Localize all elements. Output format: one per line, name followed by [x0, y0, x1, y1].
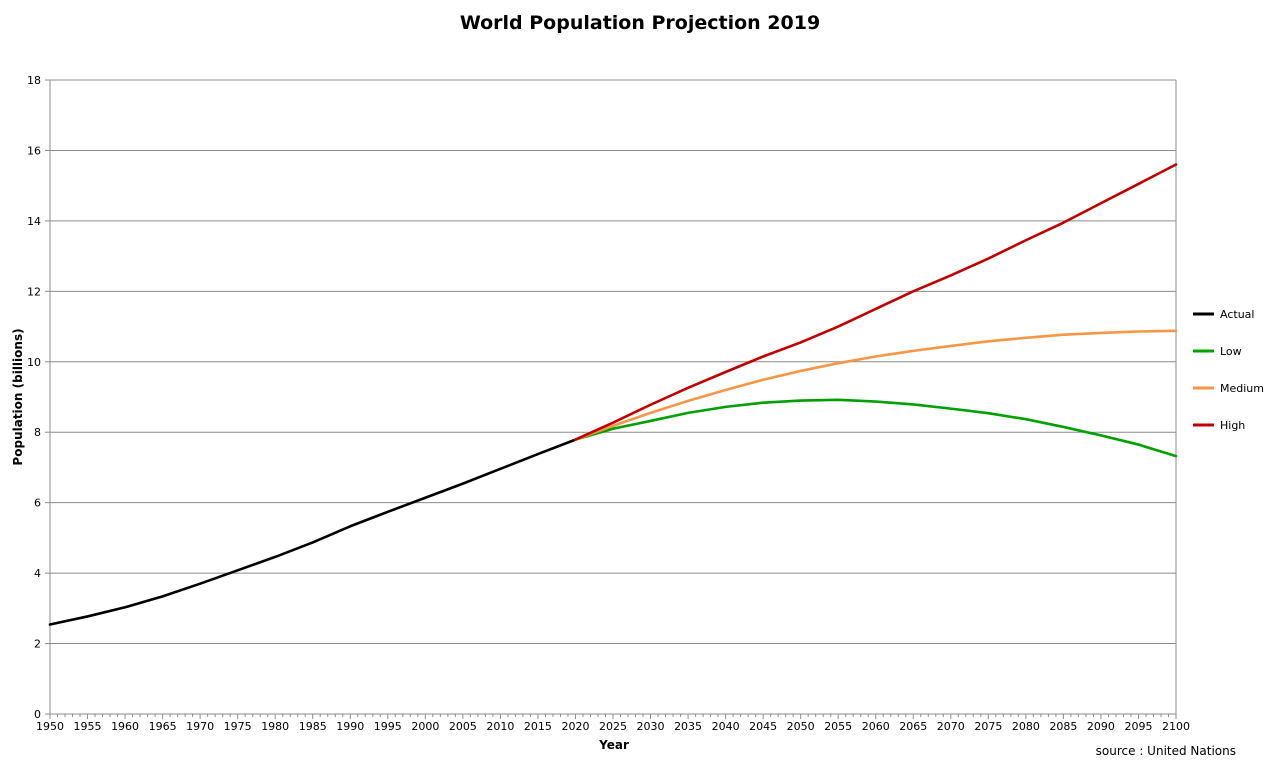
- series-line-actual: [48, 438, 577, 626]
- y-tick-label: 18: [27, 74, 41, 87]
- x-tick-label: 2080: [1012, 720, 1040, 733]
- source-note: source : United Nations: [1096, 744, 1236, 758]
- series-line-high: [574, 163, 1178, 441]
- x-axis-label: Year: [598, 738, 629, 752]
- x-tick-label: 1990: [336, 720, 364, 733]
- x-tick-label: 1960: [111, 720, 139, 733]
- y-axis-label: Population (billions): [11, 328, 25, 465]
- x-tick-label: 2050: [787, 720, 815, 733]
- x-tick-label: 2020: [561, 720, 589, 733]
- series-line-medium: [574, 329, 1178, 441]
- y-tick-label: 16: [27, 144, 41, 157]
- chart-title: World Population Projection 2019: [460, 12, 820, 34]
- x-tick-label: 2095: [1124, 720, 1152, 733]
- series-lines: [48, 163, 1178, 626]
- x-tick-label: 2045: [749, 720, 777, 733]
- x-tick-label: 2010: [486, 720, 514, 733]
- axes: 0 2 4 6 8 10 12 14 16 18 1950 1955 1960 1965 1970 1975 1…: [27, 74, 1190, 733]
- series-line-low: [574, 398, 1178, 458]
- x-tick-label: 2070: [937, 720, 965, 733]
- y-tick-label: 6: [34, 497, 41, 510]
- legend-label-actual: Actual: [1220, 308, 1254, 321]
- x-tick-label: 2040: [712, 720, 740, 733]
- x-tick-label: 2090: [1087, 720, 1115, 733]
- legend-label-high: High: [1220, 419, 1245, 432]
- y-tick-label: 0: [34, 708, 41, 721]
- x-tick-label: 2085: [1049, 720, 1077, 733]
- x-tick-label: 2055: [824, 720, 852, 733]
- legend-label-low: Low: [1220, 345, 1242, 358]
- y-tick-label: 2: [34, 638, 41, 651]
- y-tick-label: 12: [27, 285, 41, 298]
- grid-lines: [50, 79, 1176, 645]
- y-tick-label: 4: [34, 567, 41, 580]
- x-tick-label: 2005: [449, 720, 477, 733]
- x-tick-label: 1985: [299, 720, 327, 733]
- x-tick-label: 1955: [74, 720, 102, 733]
- x-tick-label: 1995: [374, 720, 402, 733]
- x-tick-label: 2030: [637, 720, 665, 733]
- y-tick-label: 10: [27, 356, 41, 369]
- x-tick-label: 2075: [974, 720, 1002, 733]
- x-tick-label: 1965: [149, 720, 177, 733]
- x-tick-label: 1980: [261, 720, 289, 733]
- x-tick-label: 2060: [862, 720, 890, 733]
- x-tick-label: 2000: [411, 720, 439, 733]
- legend-label-medium: Medium: [1220, 382, 1264, 395]
- x-tick-label: 1970: [186, 720, 214, 733]
- x-tick-label: 1975: [224, 720, 252, 733]
- x-tick-label: 2100: [1162, 720, 1190, 733]
- y-tick-label: 14: [27, 215, 41, 228]
- x-tick-label: 2025: [599, 720, 627, 733]
- x-tick-label: 1950: [36, 720, 64, 733]
- y-tick-label: 8: [34, 426, 41, 439]
- x-tick-label: 2015: [524, 720, 552, 733]
- x-tick-label: 2065: [899, 720, 927, 733]
- x-tick-label: 2035: [674, 720, 702, 733]
- legend: Actual Low Medium High: [1193, 308, 1264, 432]
